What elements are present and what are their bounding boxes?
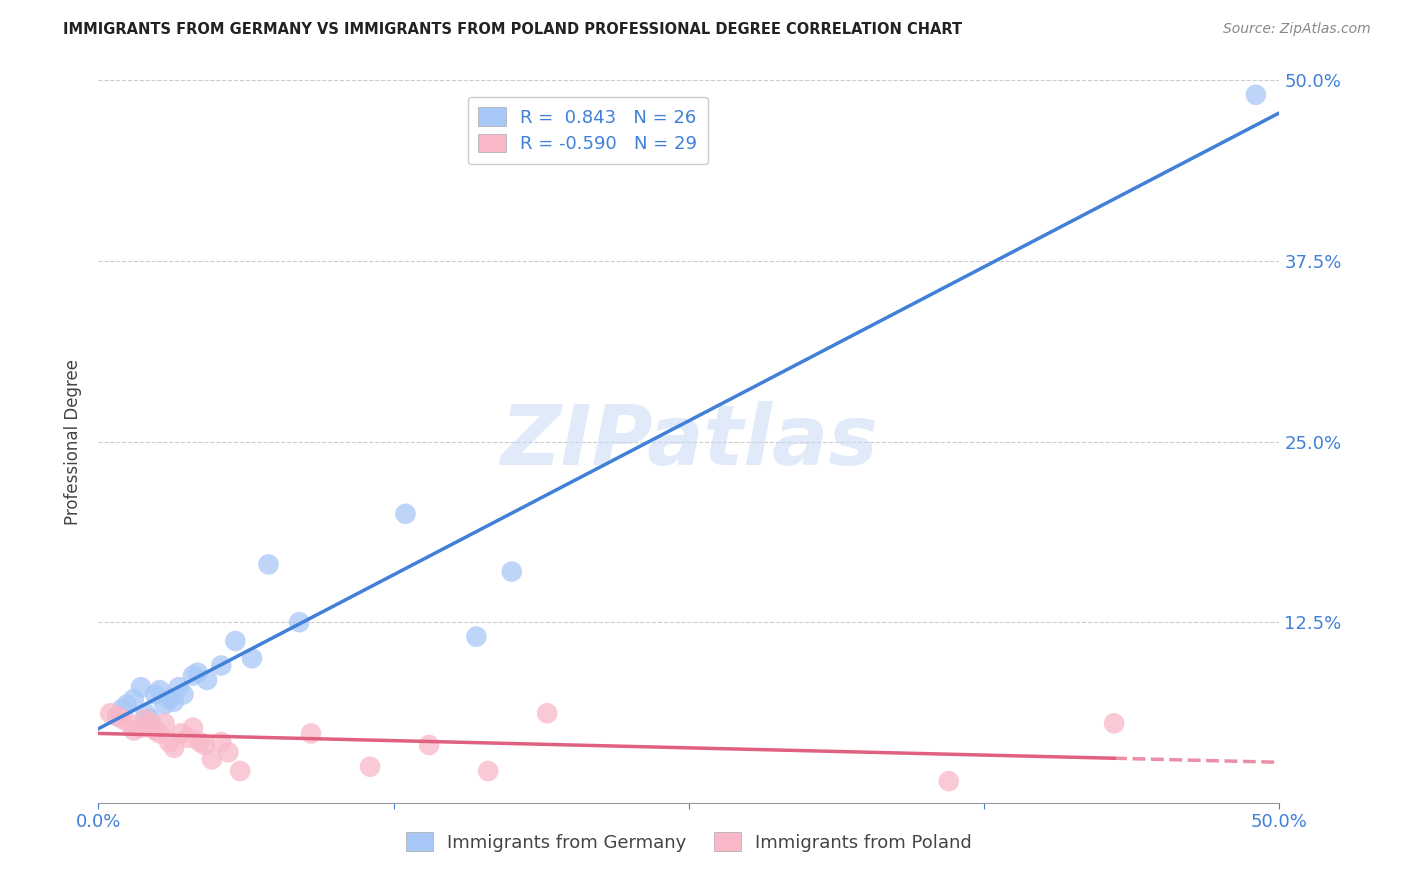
Point — [122, 723, 145, 738]
Point — [299, 726, 322, 740]
Point — [187, 665, 209, 680]
Point — [1102, 716, 1125, 731]
Point — [139, 712, 162, 726]
Point — [188, 735, 211, 749]
Point — [167, 680, 190, 694]
Point — [139, 716, 162, 731]
Point — [129, 721, 152, 735]
Point — [240, 651, 263, 665]
Legend: Immigrants from Germany, Immigrants from Poland: Immigrants from Germany, Immigrants from… — [399, 825, 979, 859]
Point — [224, 634, 246, 648]
Point — [135, 712, 157, 726]
Point — [105, 709, 128, 723]
Point — [359, 760, 381, 774]
Text: ZIPatlas: ZIPatlas — [501, 401, 877, 482]
Point — [135, 706, 157, 721]
Y-axis label: Professional Degree: Professional Degree — [65, 359, 83, 524]
Point — [181, 721, 204, 735]
Point — [157, 735, 180, 749]
Point — [201, 752, 224, 766]
Point — [149, 726, 172, 740]
Point — [418, 738, 440, 752]
Point — [257, 558, 280, 572]
Point — [195, 673, 218, 687]
Point — [477, 764, 499, 778]
Point — [157, 691, 180, 706]
Point — [143, 687, 166, 701]
Point — [288, 615, 311, 630]
Point — [181, 668, 204, 682]
Point — [115, 698, 138, 712]
Point — [98, 706, 121, 721]
Point — [129, 680, 152, 694]
Point — [149, 683, 172, 698]
Point — [938, 774, 960, 789]
Point — [170, 726, 193, 740]
Point — [153, 716, 176, 731]
Point — [153, 698, 176, 712]
Point — [217, 745, 239, 759]
Point — [229, 764, 252, 778]
Point — [536, 706, 558, 721]
Point — [177, 731, 200, 745]
Point — [118, 716, 141, 731]
Point — [501, 565, 523, 579]
Point — [163, 740, 186, 755]
Point — [111, 702, 134, 716]
Point — [465, 630, 488, 644]
Point — [209, 658, 232, 673]
Point — [172, 687, 194, 701]
Point — [143, 723, 166, 738]
Point — [194, 738, 217, 752]
Point — [163, 695, 186, 709]
Point — [209, 735, 232, 749]
Point — [111, 712, 134, 726]
Text: Source: ZipAtlas.com: Source: ZipAtlas.com — [1223, 22, 1371, 37]
Point — [122, 691, 145, 706]
Text: IMMIGRANTS FROM GERMANY VS IMMIGRANTS FROM POLAND PROFESSIONAL DEGREE CORRELATIO: IMMIGRANTS FROM GERMANY VS IMMIGRANTS FR… — [63, 22, 962, 37]
Point — [1244, 87, 1267, 102]
Point — [394, 507, 416, 521]
Point — [105, 709, 128, 723]
